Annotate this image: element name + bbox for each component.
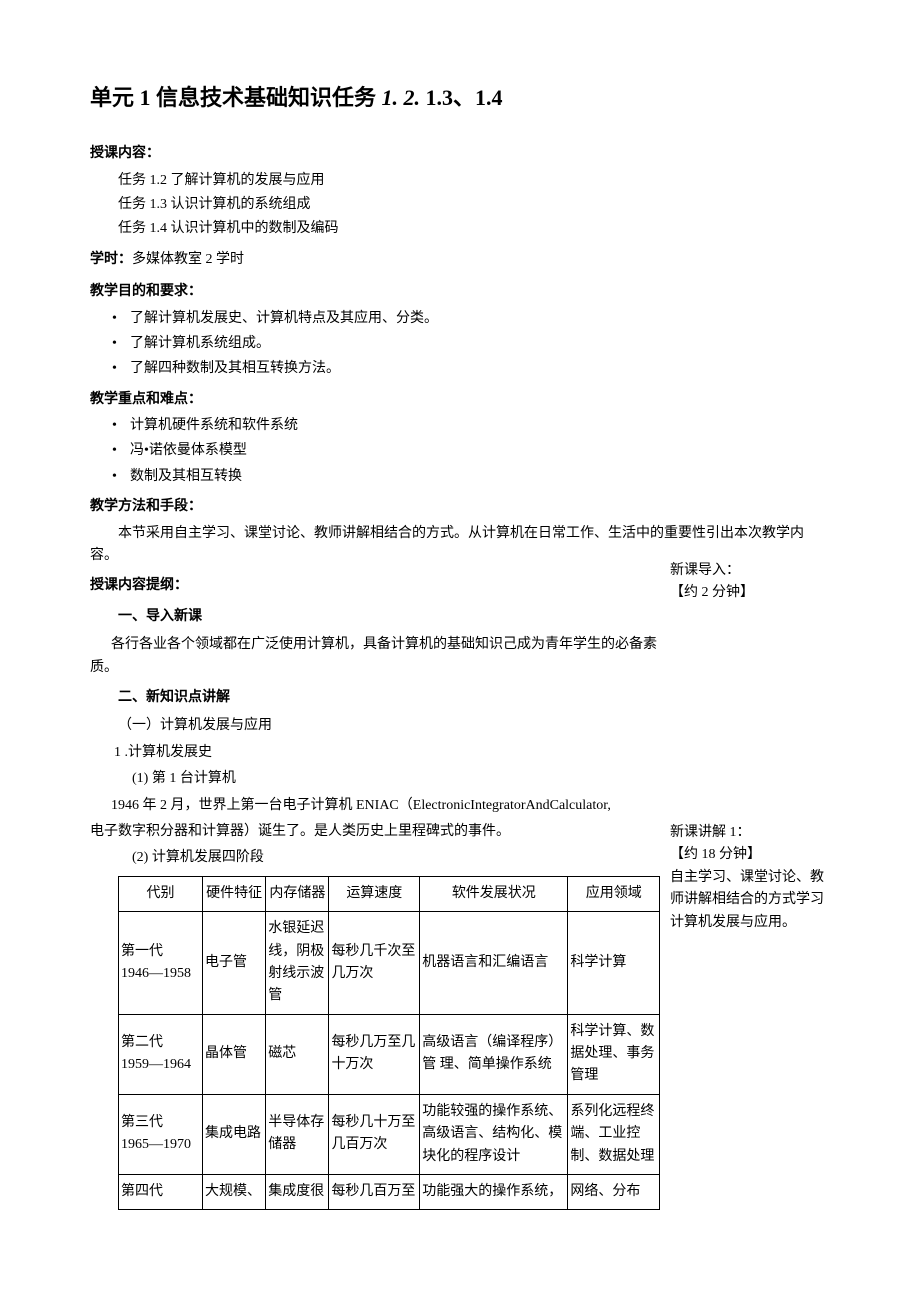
cell-hw: 晶体管 xyxy=(203,1014,266,1094)
cell-mem: 半导体存储器 xyxy=(266,1094,329,1174)
goal-item: 了解计算机发展史、计算机特点及其应用、分类。 xyxy=(130,308,830,330)
side-note-lecture: 新课讲解 1： 【约 18 分钟】 自主学习、课堂讨论、教师讲解相结合的方式学习… xyxy=(670,822,830,934)
focus-item: 计算机硬件系统和软件系统 xyxy=(130,415,830,437)
outline-main: 一、导入新课 各行各业各个领域都在广泛使用计算机，具备计算机的基础知识己成为青年… xyxy=(90,606,660,1211)
content-label: 授课内容： xyxy=(90,143,830,165)
cell-mem: 水银延迟线，阴极射线示波管 xyxy=(266,912,329,1015)
table-row: 第四代 大规模、 集成度很 每秒几百万至 功能强大的操作系统， 网络、分布 xyxy=(119,1175,660,1210)
cell-spd: 每秒几十万至几百万次 xyxy=(329,1094,420,1174)
table-row: 第二代 1959—1964 晶体管 磁芯 每秒几万至几十万次 高级语言（编译程序… xyxy=(119,1014,660,1094)
task-line: 任务 1.3 认识计算机的系统组成 xyxy=(118,194,830,216)
outline-num1-2: (2) 计算机发展四阶段 xyxy=(90,847,660,869)
cell-hw: 大规模、 xyxy=(203,1175,266,1210)
method-label: 教学方法和手段： xyxy=(90,496,830,518)
cell-sw: 功能较强的操作系统、高级语言、结构化、模块化的程序设计 xyxy=(420,1094,568,1174)
cell-mem: 磁芯 xyxy=(266,1014,329,1094)
intro-para-text: 各行各业各个领域都在广泛使用计算机，具备计算机的基础知识己成为青年学生的必备素质… xyxy=(90,637,657,674)
th-memory: 内存储器 xyxy=(266,876,329,911)
focus-item: 数制及其相互转换 xyxy=(130,466,830,488)
cell-sw: 功能强大的操作系统， xyxy=(420,1175,568,1210)
cell-spd: 每秒几万至几十万次 xyxy=(329,1014,420,1094)
cell-gen: 第一代 1946—1958 xyxy=(119,912,203,1015)
focus-label: 教学重点和难点： xyxy=(90,389,830,411)
title-prefix: 单元 1 信息技术基础知识任务 xyxy=(90,85,382,110)
generations-table: 代别 硬件特征 内存储器 运算速度 软件发展状况 应用领域 第一代 1946—1… xyxy=(118,876,660,1211)
task-line: 任务 1.4 认识计算机中的数制及编码 xyxy=(118,218,830,240)
table-row: 第三代 1965—1970 集成电路 半导体存储器 每秒几十万至几百万次 功能较… xyxy=(119,1094,660,1174)
eniac-line2: 电子数字积分器和计算器）诞生了。是人类历史上里程碑式的事件。 xyxy=(90,824,510,839)
goal-item: 了解计算机系统组成。 xyxy=(130,333,830,355)
goals-label: 教学目的和要求： xyxy=(90,281,830,303)
title-tail: 1.3、1.4 xyxy=(426,85,503,110)
th-software: 软件发展状况 xyxy=(420,876,568,911)
cell-spd: 每秒几千次至几万次 xyxy=(329,912,420,1015)
outline-num1: 1 .计算机发展史 xyxy=(86,742,660,764)
focus-list: 计算机硬件系统和软件系统 冯•诺依曼体系模型 数制及其相互转换 xyxy=(90,415,830,488)
outline-h2-sub1: （一）计算机发展与应用 xyxy=(90,715,660,737)
outline-num1-1: (1) 第 1 台计算机 xyxy=(90,768,660,790)
hours-text: 多媒体教室 2 学时 xyxy=(132,252,244,267)
hours-label: 学时： xyxy=(90,252,132,267)
th-application: 应用领域 xyxy=(568,876,660,911)
cell-hw: 集成电路 xyxy=(203,1094,266,1174)
side-lecture-time: 【约 18 分钟】 xyxy=(670,844,830,866)
unit-title: 单元 1 信息技术基础知识任务 1. 2. 1.3、1.4 xyxy=(90,80,830,115)
side-lecture-label: 新课讲解 1： xyxy=(670,822,830,844)
cell-gen: 第二代 1959—1964 xyxy=(119,1014,203,1094)
cell-hw: 电子管 xyxy=(203,912,266,1015)
eniac-para2: 电子数字积分器和计算器）诞生了。是人类历史上里程碑式的事件。 xyxy=(90,821,660,843)
focus-item: 冯•诺依曼体系模型 xyxy=(130,440,830,462)
hours-line: 学时：多媒体教室 2 学时 xyxy=(90,249,830,271)
cell-app: 科学计算 xyxy=(568,912,660,1015)
eniac-line1: 1946 年 2 月，世界上第一台电子计算机 ENIAC（ElectronicI… xyxy=(111,798,611,813)
cell-gen: 第四代 xyxy=(119,1175,203,1210)
side-intro-time: 【约 2 分钟】 xyxy=(670,582,830,604)
outline-h2: 二、新知识点讲解 xyxy=(90,687,660,709)
side-intro-label: 新课导入： xyxy=(670,560,830,582)
th-hardware: 硬件特征 xyxy=(203,876,266,911)
cell-spd: 每秒几百万至 xyxy=(329,1175,420,1210)
table-header-row: 代别 硬件特征 内存储器 运算速度 软件发展状况 应用领域 xyxy=(119,876,660,911)
goal-item: 了解四种数制及其相互转换方法。 xyxy=(130,358,830,380)
document-page: 单元 1 信息技术基础知识任务 1. 2. 1.3、1.4 授课内容： 任务 1… xyxy=(0,0,920,1230)
intro-para: 各行各业各个领域都在广泛使用计算机，具备计算机的基础知识己成为青年学生的必备素质… xyxy=(90,634,660,679)
tasks-block: 任务 1.2 了解计算机的发展与应用 任务 1.3 认识计算机的系统组成 任务 … xyxy=(90,170,830,241)
cell-sw: 高级语言（编译程序）管 理、简单操作系统 xyxy=(420,1014,568,1094)
side-note-intro: 新课导入： 【约 2 分钟】 xyxy=(670,560,830,605)
task-line: 任务 1.2 了解计算机的发展与应用 xyxy=(118,170,830,192)
cell-sw: 机器语言和汇编语言 xyxy=(420,912,568,1015)
side-lecture-text: 自主学习、课堂讨论、教师讲解相结合的方式学习计算机发展与应用。 xyxy=(670,867,830,934)
th-speed: 运算速度 xyxy=(329,876,420,911)
cell-app: 科学计算、数据处理、事务管理 xyxy=(568,1014,660,1094)
goals-list: 了解计算机发展史、计算机特点及其应用、分类。 了解计算机系统组成。 了解四种数制… xyxy=(90,308,830,381)
title-italic-nums: 1. 2. xyxy=(382,85,426,110)
cell-app: 系列化远程终端、工业控制、数据处理 xyxy=(568,1094,660,1174)
outline-h1: 一、导入新课 xyxy=(90,606,660,628)
cell-mem: 集成度很 xyxy=(266,1175,329,1210)
table-row: 第一代 1946—1958 电子管 水银延迟线，阴极射线示波管 每秒几千次至几万… xyxy=(119,912,660,1015)
cell-app: 网络、分布 xyxy=(568,1175,660,1210)
eniac-para: 1946 年 2 月，世界上第一台电子计算机 ENIAC（ElectronicI… xyxy=(90,795,660,817)
th-generation: 代别 xyxy=(119,876,203,911)
cell-gen: 第三代 1965—1970 xyxy=(119,1094,203,1174)
